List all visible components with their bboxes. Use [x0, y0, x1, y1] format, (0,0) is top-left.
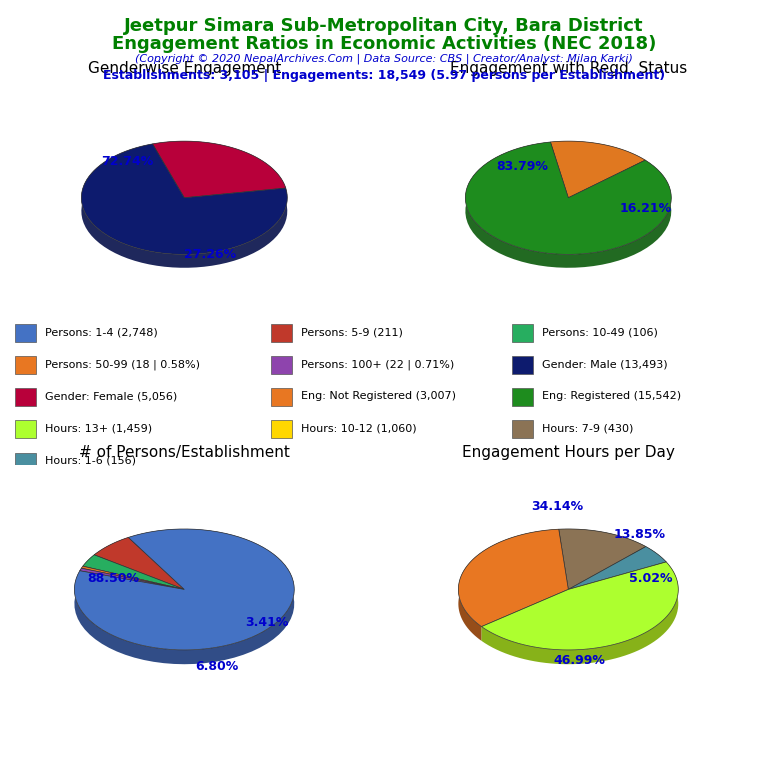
Bar [271, 420, 292, 439]
Bar [15, 452, 36, 471]
Polygon shape [559, 529, 646, 561]
Text: 27.26%: 27.26% [184, 248, 236, 261]
Bar [512, 324, 533, 342]
Text: Persons: 1-4 (2,748): Persons: 1-4 (2,748) [45, 327, 158, 337]
Polygon shape [94, 538, 184, 590]
Polygon shape [74, 529, 294, 664]
Text: Persons: 100+ (22 | 0.71%): Persons: 100+ (22 | 0.71%) [301, 359, 455, 369]
Polygon shape [153, 141, 286, 201]
Polygon shape [153, 141, 286, 198]
Polygon shape [83, 554, 184, 590]
Title: # of Persons/Establishment: # of Persons/Establishment [79, 445, 290, 460]
Polygon shape [458, 529, 568, 627]
Bar [271, 324, 292, 342]
Text: Hours: 7-9 (430): Hours: 7-9 (430) [542, 424, 634, 434]
Polygon shape [482, 562, 678, 650]
Bar [512, 356, 533, 374]
Bar [512, 420, 533, 439]
Polygon shape [80, 568, 184, 590]
Text: Engagement Ratios in Economic Activities (NEC 2018): Engagement Ratios in Economic Activities… [112, 35, 656, 52]
Title: Engagement Hours per Day: Engagement Hours per Day [462, 445, 675, 460]
Text: 88.50%: 88.50% [87, 572, 139, 585]
Title: Engagement with Regd. Status: Engagement with Regd. Status [450, 61, 687, 76]
Polygon shape [559, 529, 646, 590]
Bar [271, 389, 292, 406]
Polygon shape [81, 144, 287, 254]
Text: 83.79%: 83.79% [496, 161, 548, 174]
Text: Hours: 10-12 (1,060): Hours: 10-12 (1,060) [301, 424, 417, 434]
Polygon shape [81, 144, 287, 268]
Polygon shape [94, 538, 128, 569]
Polygon shape [568, 547, 666, 590]
Text: 13.85%: 13.85% [614, 528, 666, 541]
Bar [15, 324, 36, 342]
Polygon shape [646, 547, 666, 576]
Text: 5.02%: 5.02% [629, 572, 673, 585]
Text: 34.14%: 34.14% [531, 501, 584, 514]
Polygon shape [80, 568, 81, 585]
Polygon shape [458, 529, 559, 641]
Polygon shape [551, 141, 645, 174]
Text: 16.21%: 16.21% [620, 201, 672, 214]
Text: Eng: Not Registered (3,007): Eng: Not Registered (3,007) [301, 392, 456, 402]
Text: Gender: Female (5,056): Gender: Female (5,056) [45, 392, 177, 402]
Text: 6.80%: 6.80% [196, 660, 239, 673]
Polygon shape [83, 554, 94, 581]
Bar [15, 420, 36, 439]
Text: Jeetpur Simara Sub-Metropolitan City, Bara District: Jeetpur Simara Sub-Metropolitan City, Ba… [124, 17, 644, 35]
Text: 3.41%: 3.41% [245, 616, 289, 629]
Text: (Copyright © 2020 NepalArchives.Com | Data Source: CBS | Creator/Analyst: Milan : (Copyright © 2020 NepalArchives.Com | Da… [135, 54, 633, 65]
Bar [15, 389, 36, 406]
Text: Hours: 13+ (1,459): Hours: 13+ (1,459) [45, 424, 152, 434]
Polygon shape [551, 141, 645, 198]
Text: 46.99%: 46.99% [554, 654, 605, 667]
Text: Hours: 1-6 (156): Hours: 1-6 (156) [45, 456, 136, 466]
Text: 72.74%: 72.74% [101, 155, 154, 168]
Polygon shape [482, 562, 678, 664]
Text: Establishments: 3,105 | Engagements: 18,549 (5.97 persons per Establishment): Establishments: 3,105 | Engagements: 18,… [103, 69, 665, 82]
Text: Gender: Male (13,493): Gender: Male (13,493) [542, 359, 667, 369]
Title: Genderwise Engagement: Genderwise Engagement [88, 61, 281, 76]
Polygon shape [81, 566, 184, 590]
Bar [271, 356, 292, 374]
Bar [15, 356, 36, 374]
Text: Eng: Registered (15,542): Eng: Registered (15,542) [542, 392, 681, 402]
Text: Persons: 10-49 (106): Persons: 10-49 (106) [542, 327, 658, 337]
Polygon shape [465, 142, 671, 268]
Polygon shape [74, 529, 294, 650]
Polygon shape [465, 142, 671, 254]
Text: Persons: 5-9 (211): Persons: 5-9 (211) [301, 327, 403, 337]
Polygon shape [81, 566, 83, 582]
Text: Persons: 50-99 (18 | 0.58%): Persons: 50-99 (18 | 0.58%) [45, 359, 200, 369]
Bar [512, 389, 533, 406]
